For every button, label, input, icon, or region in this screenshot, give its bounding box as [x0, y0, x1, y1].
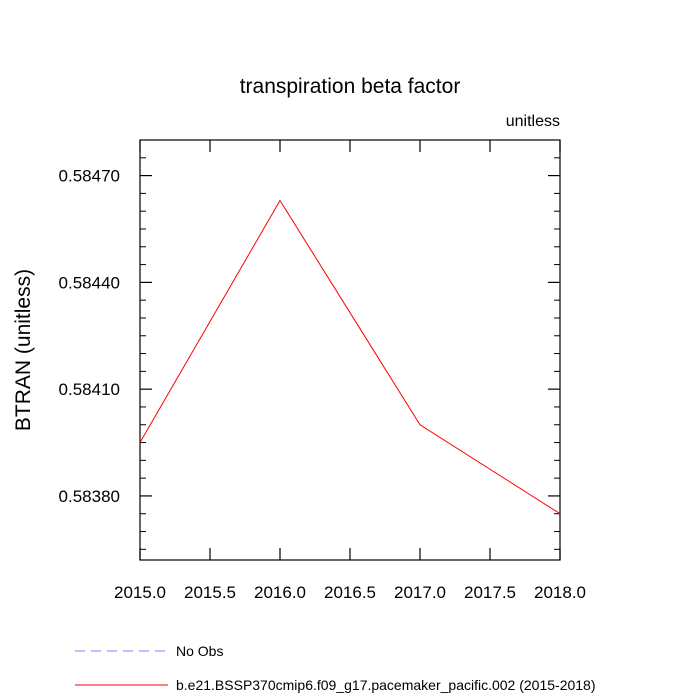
- legend-label-1: b.e21.BSSP370cmip6.f09_g17.pacemaker_pac…: [176, 677, 596, 693]
- legend-label-0: No Obs: [176, 643, 223, 659]
- y-tick-label: 0.58440: [59, 273, 120, 292]
- series-layer: [139, 199, 561, 515]
- legend: No Obs b.e21.BSSP370cmip6.f09_g17.pacemak…: [75, 643, 596, 693]
- x-tick-label: 2017.0: [394, 583, 446, 602]
- chart-title: transpiration beta factor: [240, 75, 461, 98]
- series-line-1: [139, 199, 561, 515]
- y-tick-label: 0.58410: [59, 380, 120, 399]
- x-tick-label: 2015.5: [184, 583, 236, 602]
- x-tick-label: 2018.0: [534, 583, 586, 602]
- units-label: unitless: [506, 113, 560, 130]
- plot-frame: [139, 139, 561, 561]
- x-tick-label: 2016.5: [324, 583, 376, 602]
- axis-ticks: 2015.0 2015.5 2016.0 2016.5 2017.0 2017.5 2018…: [59, 139, 586, 602]
- x-tick-label: 2016.0: [254, 583, 306, 602]
- x-tick-label: 2017.5: [464, 583, 516, 602]
- y-tick-label: 0.58470: [59, 167, 120, 186]
- y-tick-label: 0.58380: [59, 487, 120, 506]
- y-axis-label: BTRAN (unitless): [12, 269, 35, 431]
- x-tick-label: 2015.0: [114, 583, 166, 602]
